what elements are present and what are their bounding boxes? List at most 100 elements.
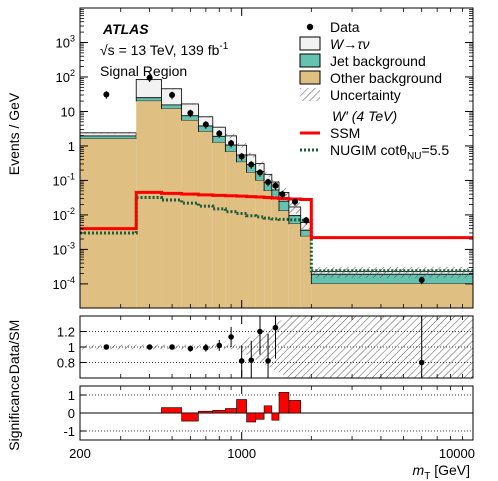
- unc-band-bin-13: [288, 202, 301, 214]
- legend-entry-data: Data: [306, 19, 360, 35]
- unc-band-bin-15: [311, 266, 473, 278]
- sig-ytick-label-2: 1: [68, 388, 75, 403]
- data-point-10: [265, 179, 272, 186]
- unc-band-bin-2: [161, 88, 182, 90]
- bar-other-bin-8: [246, 172, 256, 308]
- legend: Data W→τν Jet background Other backgroun…: [299, 19, 449, 162]
- bar-other-bin-10: [264, 190, 272, 308]
- legend-entry-ssm: SSM: [300, 125, 360, 141]
- x-axis-label-m: m: [413, 462, 425, 478]
- ratio-y-ticks: 0.811.2: [57, 325, 86, 371]
- ratio-point-9: [257, 328, 263, 335]
- sig-bar-5: [212, 409, 226, 414]
- ratio-ytick-label-1: 1: [68, 340, 75, 355]
- sig-bar-7: [236, 399, 247, 414]
- ratio-point-2: [169, 344, 175, 350]
- region-label: Signal Region: [100, 63, 187, 79]
- legend-unc-swatch: [300, 88, 320, 101]
- sig-bar-2: [161, 407, 182, 414]
- ssm-curve: [80, 190, 473, 240]
- main-ytick-label-1: 10-3: [53, 240, 75, 257]
- ratio-point-8: [248, 357, 255, 363]
- bar-jet-bin-1: [135, 97, 162, 102]
- x-axis-label-sub: T: [424, 471, 430, 481]
- legend-wtau-label: W→τν: [330, 36, 369, 52]
- data-point-1: [146, 74, 153, 81]
- bar-jet-bin-0: [80, 135, 137, 140]
- legend-jet-label: Jet background: [330, 53, 426, 69]
- data-point-13: [291, 198, 298, 205]
- legend-data-label: Data: [330, 19, 360, 35]
- data-point-3: [187, 110, 194, 117]
- ratio-point-5: [216, 342, 223, 349]
- data-point-5: [216, 130, 223, 137]
- sig-x-ticks: 200 1000 10000: [69, 386, 475, 461]
- ratio-point-6: [228, 334, 234, 340]
- bar-other-bin-12: [279, 210, 289, 308]
- sig-bar-3: [181, 412, 199, 422]
- sig-bar-12: [278, 391, 290, 414]
- ratio-points: [103, 316, 425, 378]
- bar-other-bin-13: [288, 223, 301, 308]
- ratio-point-7: [238, 358, 245, 364]
- data-point-6: [228, 140, 235, 147]
- sig-y-label: Significance: [6, 375, 22, 451]
- x-axis-label: mT [GeV]: [413, 462, 470, 481]
- bar-other-bin-15: [311, 283, 473, 308]
- legend-entry-nugim: NUGIM cotθNU=5.5: [300, 142, 449, 162]
- legend-unc-label: Uncertainty: [330, 87, 401, 103]
- unc-band-bin-10: [264, 172, 272, 177]
- legend-wtau-swatch: [299, 36, 321, 51]
- ratio-point-12: [418, 359, 425, 366]
- unc-band-bin-8: [246, 152, 256, 158]
- data-point-9: [256, 169, 263, 176]
- main-ytick-label-6: 102: [56, 68, 75, 85]
- sig-bar-4: [198, 410, 214, 414]
- bar-other-bin-5: [212, 142, 226, 308]
- ratio-ytick-label-0: 0.8: [57, 356, 75, 371]
- main-ytick-label-7: 103: [56, 33, 75, 50]
- sig-bars: [161, 391, 302, 423]
- signal-curves: [80, 190, 473, 273]
- ratio-point-0: [103, 344, 110, 350]
- unc-band-bin-7: [236, 143, 247, 148]
- main-y-ticks: 10-4 10-3 10-2 10-1 1 10 102 103: [53, 9, 473, 292]
- legend-jet-swatch: [299, 53, 321, 68]
- legend-entry-jet: Jet background: [299, 53, 426, 69]
- bar-other-bin-11: [271, 199, 280, 308]
- xtick-label-1: 1000: [227, 446, 256, 461]
- legend-data-marker: [306, 23, 314, 31]
- legend-wtau-w: W: [330, 36, 345, 52]
- ratio-point-11: [272, 324, 279, 331]
- main-x-ticks: [79, 8, 474, 308]
- data-point-2: [169, 92, 176, 99]
- legend-wtau-arrow: →: [343, 36, 357, 52]
- legend-nugim-tail: =5.5: [421, 142, 449, 158]
- energy-label: √s = 13 TeV, 139 fb-1: [100, 41, 229, 58]
- ratio-point-10: [265, 358, 271, 364]
- background-stack: [80, 79, 473, 308]
- ratio-panel: 0.811.2 Data/SM: [6, 315, 474, 379]
- unc-band-bin-5: [212, 126, 226, 128]
- main-ytick-label-0: 10-4: [53, 275, 75, 292]
- data-point-14: [303, 217, 310, 224]
- bar-other-bin-2: [161, 108, 182, 308]
- bar-wtau-bin-1: [135, 79, 162, 99]
- x-axis-label-unit: [GeV]: [430, 462, 470, 478]
- legend-nugim-main: NUGIM cotθ: [330, 142, 407, 158]
- energy-label-sup: -1: [219, 41, 228, 52]
- legend-signal-header: W′ (4 TeV): [332, 108, 397, 124]
- sig-bar-9: [255, 412, 265, 420]
- ratio-gridlines: [80, 331, 473, 363]
- bar-other-bin-3: [181, 120, 199, 308]
- legend-other-label: Other background: [330, 70, 442, 86]
- legend-ssm-label: SSM: [330, 125, 360, 141]
- sig-bar-10: [263, 405, 273, 414]
- main-ytick-label-10: 10: [61, 104, 75, 119]
- main-y-label: Events / GeV: [6, 92, 22, 175]
- legend-nugim-sub: NU: [407, 151, 421, 162]
- bar-other-bin-1: [136, 101, 162, 308]
- xtick-label-0: 200: [69, 446, 91, 461]
- nugim-curve: [80, 196, 473, 273]
- main-frame: [79, 7, 474, 309]
